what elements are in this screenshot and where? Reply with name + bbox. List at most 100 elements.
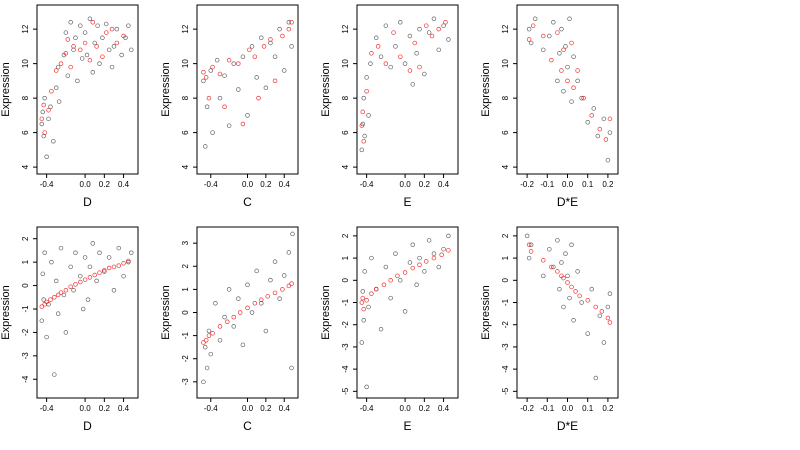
black-data-point: [436, 264, 442, 270]
black-data-point: [249, 44, 255, 49]
black-data-point: [388, 64, 393, 70]
y-tick-label: -5: [341, 387, 350, 395]
red-data-point: [410, 265, 416, 271]
red-data-point: [424, 23, 429, 28]
red-data-point: [607, 320, 613, 325]
red-data-point: [126, 258, 131, 264]
black-data-point: [565, 64, 570, 70]
x-tick-label: 0.1: [582, 180, 594, 189]
black-data-point: [362, 133, 367, 139]
black-data-point: [71, 47, 76, 53]
y-tick-label: 4: [501, 164, 510, 169]
y-tick-label: 10: [341, 59, 350, 68]
red-data-point: [381, 282, 387, 287]
red-data-point: [361, 138, 366, 144]
black-data-point: [426, 30, 432, 35]
black-data-point: [605, 157, 611, 163]
red-data-point: [417, 262, 422, 268]
black-data-point: [360, 289, 366, 294]
red-data-point: [272, 290, 278, 296]
x-tick-label: 0.2: [602, 180, 614, 189]
y-axis-label: Expression: [480, 285, 492, 339]
red-data-point: [417, 64, 422, 70]
x-tick-label: 0.2: [602, 404, 614, 413]
black-data-point: [579, 95, 584, 101]
black-data-point: [111, 44, 117, 49]
red-data-point: [63, 51, 69, 56]
black-data-point: [593, 375, 599, 381]
red-data-point: [565, 78, 570, 84]
black-data-point: [402, 61, 408, 66]
scatter-panel-6: -0.4 0.0 0.2 0.4 -3 -2 -1 0 1 2 3 C Expression: [160, 226, 299, 433]
red-data-point: [395, 273, 400, 279]
black-data-point: [414, 51, 419, 56]
black-data-point: [65, 73, 71, 78]
x-tick-label: 0.0: [80, 180, 92, 189]
black-data-point: [417, 255, 422, 261]
black-data-point: [290, 231, 295, 237]
scatter-panel-3: -0.4 0.0 0.2 0.4 4 6 8 10 12 E Expression: [320, 4, 459, 209]
black-data-point: [441, 246, 446, 252]
black-data-point: [422, 71, 427, 77]
black-data-point: [393, 44, 398, 49]
black-data-point: [226, 123, 232, 128]
red-data-point: [359, 300, 365, 305]
black-data-point: [78, 273, 83, 279]
black-data-point: [359, 147, 365, 153]
black-data-point: [555, 78, 560, 84]
red-data-point: [58, 290, 64, 295]
red-data-point: [559, 68, 564, 73]
x-axis-label: C: [243, 419, 252, 433]
red-data-point: [272, 78, 278, 84]
y-axis-label: Expression: [480, 62, 492, 116]
red-data-point: [225, 319, 230, 324]
x-tick-label: 0.0: [242, 404, 254, 413]
black-data-point: [414, 282, 419, 287]
black-data-point: [369, 255, 374, 261]
black-data-point: [289, 365, 294, 371]
red-data-point: [541, 258, 546, 263]
red-data-point: [247, 47, 252, 53]
x-tick-label: 0.0: [562, 404, 574, 413]
y-tick-label: 10: [501, 59, 510, 68]
black-data-point: [557, 51, 562, 56]
black-data-point: [79, 56, 85, 61]
red-data-point: [90, 19, 96, 25]
black-data-point: [254, 268, 259, 274]
black-data-point: [41, 297, 46, 302]
red-data-point: [561, 47, 566, 53]
black-data-point: [601, 116, 607, 122]
black-data-point: [605, 304, 611, 310]
red-data-point: [388, 278, 393, 283]
black-data-point: [222, 314, 227, 320]
black-data-point: [281, 273, 287, 278]
x-axis-label: C: [243, 195, 252, 209]
red-data-point: [597, 126, 603, 132]
red-data-point: [82, 40, 88, 46]
y-axis-label: Expression: [320, 285, 332, 339]
black-data-point: [366, 304, 371, 310]
scatter-panel-7: -0.4 0.0 0.2 0.4 -5 -4 -3 -2 -1 0 1 2 E Expression: [320, 226, 459, 433]
red-data-point: [265, 294, 270, 299]
red-data-point: [55, 292, 61, 298]
black-data-point: [289, 44, 294, 49]
red-data-point: [97, 270, 102, 275]
red-data-point: [261, 44, 267, 49]
x-tick-label: -0.4: [40, 180, 54, 189]
y-tick-label: 3: [181, 240, 190, 245]
black-data-point: [39, 318, 45, 323]
black-data-point: [208, 68, 214, 73]
x-tick-label: 0.4: [279, 404, 291, 413]
x-axis-label: D: [83, 195, 92, 209]
y-tick-label: 8: [501, 95, 510, 100]
black-data-point: [106, 255, 112, 260]
plot-frame: [196, 4, 299, 175]
black-data-point: [40, 271, 46, 277]
black-data-point: [49, 259, 54, 265]
red-data-point: [360, 109, 366, 115]
black-data-point: [368, 61, 373, 66]
red-data-point: [121, 33, 126, 39]
black-data-point: [245, 282, 250, 288]
x-axis-label: D: [83, 419, 92, 433]
black-data-point: [210, 130, 215, 135]
